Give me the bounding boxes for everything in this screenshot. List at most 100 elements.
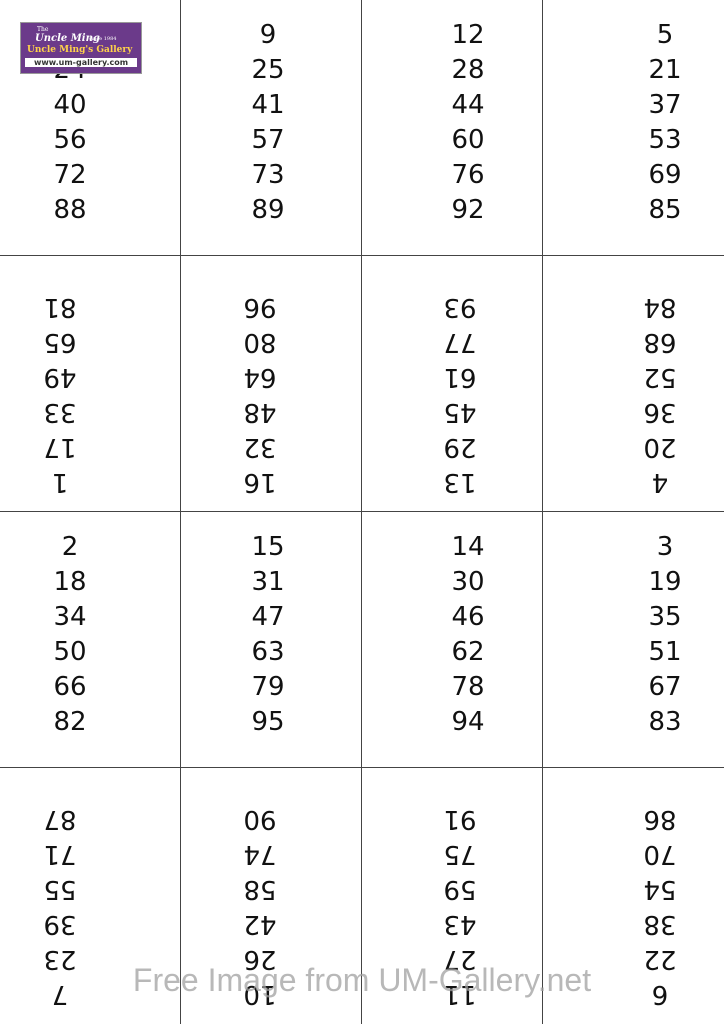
number-list: 16 32 48 64 80 96 [225,284,295,499]
number: 68 [643,327,677,357]
number: 25 [251,55,285,85]
number: 77 [443,327,477,357]
logo-name: Uncle Ming [35,33,100,44]
number: 12 [451,20,485,50]
card: 2 18 34 50 66 82 [0,512,181,768]
number: 70 [643,839,677,869]
number: 73 [251,160,285,190]
number: 19 [648,567,682,597]
number: 82 [53,707,87,737]
number: 71 [43,839,77,869]
number: 45 [443,397,477,427]
number: 54 [643,874,677,904]
logo-the: The [37,26,49,33]
watermark: Free Image from UM-Gallery.net [132,962,592,998]
logo-url: www.um-gallery.com [25,58,137,67]
number: 41 [251,90,285,120]
card: 7 23 39 55 71 87 [0,768,181,1024]
number: 9 [259,20,277,50]
number: 88 [53,195,87,225]
number: 79 [251,672,285,702]
number: 14 [451,532,485,562]
number: 85 [648,195,682,225]
card: 11 27 43 59 75 91 [362,768,543,1024]
number: 53 [648,125,682,155]
number: 61 [443,362,477,392]
number: 69 [648,160,682,190]
number: 75 [443,839,477,869]
number-list: 12 28 44 60 76 92 [433,18,503,233]
number: 30 [451,567,485,597]
number-list: 13 29 45 61 77 93 [425,284,495,499]
number: 34 [53,602,87,632]
card: 12 28 44 60 76 92 [362,0,543,256]
number-list: 4 20 36 52 68 84 [625,284,695,499]
number: 48 [243,397,277,427]
number: 58 [243,874,277,904]
number: 83 [648,707,682,737]
number: 80 [243,327,277,357]
number: 65 [43,327,77,357]
number: 93 [443,292,477,322]
number: 39 [43,909,77,939]
number: 66 [53,672,87,702]
number: 15 [251,532,285,562]
number: 20 [643,432,677,462]
number: 95 [251,707,285,737]
number: 5 [656,20,674,50]
number: 37 [648,90,682,120]
number: 17 [43,432,77,462]
card: 14 30 46 62 78 94 [362,512,543,768]
number: 90 [243,804,277,834]
number: 47 [251,602,285,632]
number: 51 [648,637,682,667]
card: 10 26 42 58 74 90 [181,768,362,1024]
card: 15 31 47 63 79 95 [181,512,362,768]
logo-gallery: Uncle Ming's Gallery [27,45,133,55]
number: 55 [43,874,77,904]
number: 49 [43,362,77,392]
number: 42 [243,909,277,939]
number: 3 [656,532,674,562]
number: 46 [451,602,485,632]
number: 56 [53,125,87,155]
number: 52 [643,362,677,392]
number: 18 [53,567,87,597]
number-list: 1 17 33 49 65 81 [25,284,95,499]
number: 72 [53,160,87,190]
number: 21 [648,55,682,85]
number: 63 [251,637,285,667]
card: 5 21 37 53 69 85 [543,0,724,256]
card: 3 19 35 51 67 83 [543,512,724,768]
number-list: 5 21 37 53 69 85 [630,18,700,233]
number: 76 [451,160,485,190]
number: 29 [443,432,477,462]
card: 16 32 48 64 80 96 [181,256,362,512]
number: 50 [53,637,87,667]
number: 64 [243,362,277,392]
number: 60 [451,125,485,155]
logo-since: since 1984 [89,36,117,42]
card: 1 17 33 49 65 81 [0,256,181,512]
number: 31 [251,567,285,597]
number-list: 3 19 35 51 67 83 [630,530,700,745]
number: 59 [443,874,477,904]
card: 4 20 36 52 68 84 [543,256,724,512]
card: 9 25 41 57 73 89 [181,0,362,256]
number: 96 [243,292,277,322]
number: 84 [643,292,677,322]
number: 40 [53,90,87,120]
number: 81 [43,292,77,322]
number: 35 [648,602,682,632]
number: 92 [451,195,485,225]
number: 32 [243,432,277,462]
number: 16 [243,467,277,497]
card: 2440567288 [0,0,181,256]
number: 28 [451,55,485,85]
number: 38 [643,909,677,939]
number: 87 [43,804,77,834]
number: 1 [51,467,69,497]
number: 4 [651,467,669,497]
number: 36 [643,397,677,427]
